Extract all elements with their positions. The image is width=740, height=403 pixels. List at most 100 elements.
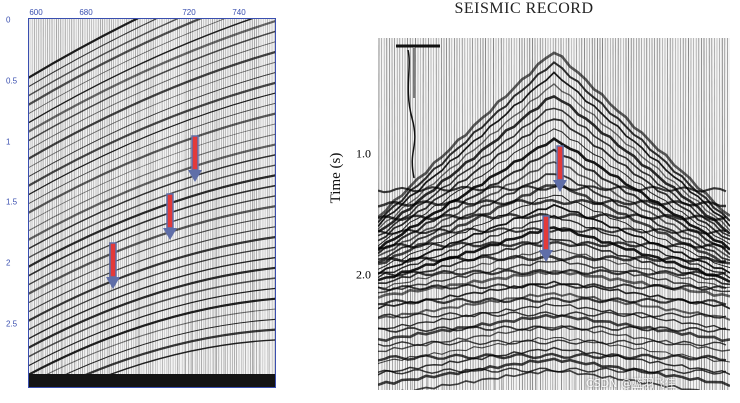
- left-tick-0-5: 0.5: [6, 76, 18, 86]
- right-event: [378, 183, 730, 266]
- right-flat-event: [378, 268, 727, 278]
- left-event: [28, 102, 276, 205]
- left-event: [28, 133, 276, 232]
- right-event: [378, 107, 730, 237]
- left-event: [28, 18, 160, 88]
- left-trace-lines: [29, 18, 275, 375]
- right-trace: [610, 38, 612, 390]
- right-flat-event: [378, 198, 727, 208]
- left-event: [28, 308, 276, 385]
- right-flat-event: [378, 367, 727, 375]
- left-event: [28, 277, 276, 358]
- left-event: [28, 287, 276, 367]
- y-tick-1-0: 1.0: [356, 146, 371, 161]
- left-arrow-1: [106, 242, 120, 289]
- left-event: [28, 174, 276, 268]
- right-trace: [557, 38, 559, 390]
- top-tick-720: 720: [182, 8, 196, 17]
- right-event: [378, 194, 730, 270]
- left-trace: [236, 18, 238, 375]
- right-event: [378, 118, 730, 242]
- right-trace: [461, 38, 464, 390]
- left-trace: [264, 18, 266, 375]
- y-axis-label: Time (s): [328, 152, 344, 204]
- right-arrow-2: [539, 215, 553, 262]
- left-tick-2: 2: [6, 258, 11, 268]
- right-event: [378, 83, 730, 232]
- right-event: [378, 280, 730, 310]
- panel-title: SEISMIC RECORD: [454, 0, 594, 17]
- left-event: [28, 226, 276, 313]
- top-tick-740: 740: [232, 8, 246, 17]
- right-trace: [441, 38, 443, 390]
- right-event: [378, 248, 730, 289]
- left-arrow-3: [188, 135, 202, 182]
- right-event: [378, 51, 730, 219]
- left-event: [28, 246, 276, 331]
- left-trace: [143, 18, 145, 375]
- right-flat-event: [378, 184, 727, 194]
- right-flat-event: [378, 240, 727, 250]
- right-flat-event: [378, 352, 727, 362]
- right-trace: [495, 38, 497, 390]
- right-arrow-1: [553, 145, 567, 192]
- left-event: [28, 18, 141, 79]
- right-trace: [584, 38, 586, 390]
- left-event: [28, 205, 276, 295]
- left-tick-2-5: 2.5: [6, 319, 18, 329]
- right-trace: [493, 38, 495, 390]
- right-event: [378, 161, 730, 259]
- left-event: [28, 18, 181, 97]
- left-tick-0: 0: [6, 15, 11, 25]
- left-arrow-2: [163, 193, 177, 240]
- left-event: [28, 143, 276, 241]
- right-event: [378, 137, 730, 252]
- right-seismic-image: [378, 38, 730, 390]
- right-event: [378, 173, 730, 262]
- right-trace: [612, 38, 614, 390]
- right-flat-event: [378, 283, 727, 292]
- left-event: [28, 92, 276, 196]
- right-trace: [690, 38, 692, 390]
- right-event: [378, 71, 730, 228]
- right-flat-event: [378, 339, 727, 347]
- right-flat-event: [378, 212, 727, 222]
- left-event: [28, 153, 276, 250]
- left-trace: [253, 18, 255, 375]
- left-event: [28, 235, 276, 322]
- right-event: [378, 313, 730, 343]
- right-event: [378, 203, 730, 275]
- left-reflection-events: [28, 18, 276, 388]
- right-event: [378, 337, 730, 365]
- left-tick-1-5: 1.5: [6, 197, 18, 207]
- left-tick-1: 1: [6, 137, 11, 147]
- watermark-text: CSDN @蓝羽飞佳: [586, 377, 676, 390]
- top-tick-680: 680: [79, 8, 93, 17]
- right-trace: [404, 38, 406, 390]
- top-tick-600: 600: [29, 8, 43, 17]
- right-event: [378, 292, 730, 321]
- left-event: [28, 41, 276, 151]
- right-trace: [719, 38, 721, 390]
- right-event: [378, 237, 730, 286]
- left-event: [28, 215, 276, 304]
- left-event: [28, 195, 276, 286]
- left-event: [28, 50, 276, 160]
- right-flat-event: [378, 254, 727, 264]
- left-event: [28, 71, 276, 178]
- right-event: [378, 303, 730, 331]
- right-trace: [464, 38, 466, 390]
- left-bottom-band: [28, 374, 276, 388]
- left-panel-frame: [28, 18, 276, 388]
- right-trace: [498, 38, 500, 390]
- right-flat-event: [378, 311, 727, 319]
- left-event: [28, 164, 276, 259]
- right-flat-event: [378, 226, 727, 236]
- left-seismic-image: [28, 18, 276, 388]
- left-event: [28, 256, 276, 340]
- left-event: [28, 184, 276, 277]
- left-event: [28, 18, 228, 115]
- left-event: [28, 112, 276, 214]
- source-marker: [396, 44, 440, 179]
- right-trace: [534, 38, 536, 390]
